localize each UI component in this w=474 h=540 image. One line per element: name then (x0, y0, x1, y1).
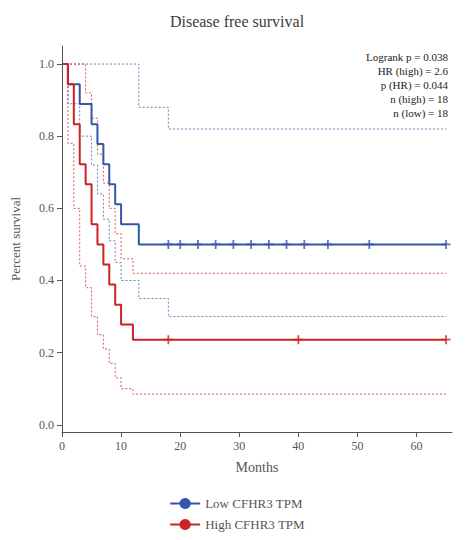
svg-text:Logrank p = 0.038: Logrank p = 0.038 (366, 51, 448, 63)
svg-text:20: 20 (174, 439, 186, 453)
svg-text:0.8: 0.8 (39, 129, 54, 143)
svg-text:50: 50 (351, 439, 363, 453)
svg-text:0.2: 0.2 (39, 346, 54, 360)
svg-text:0.4: 0.4 (39, 273, 54, 287)
svg-text:Percent survival: Percent survival (8, 197, 23, 282)
svg-text:1.0: 1.0 (39, 57, 54, 71)
svg-text:p (HR) = 0.044: p (HR) = 0.044 (381, 79, 449, 92)
svg-text:Disease free survival: Disease free survival (170, 13, 305, 30)
svg-text:0.6: 0.6 (39, 201, 54, 215)
svg-text:0: 0 (59, 439, 65, 453)
svg-text:30: 30 (233, 439, 245, 453)
svg-text:60: 60 (411, 439, 423, 453)
svg-text:0.0: 0.0 (39, 418, 54, 432)
svg-text:Months: Months (236, 460, 279, 475)
svg-text:10: 10 (115, 439, 127, 453)
svg-text:40: 40 (292, 439, 304, 453)
svg-text:n (low) = 18: n (low) = 18 (393, 107, 448, 120)
svg-text:Low CFHR3 TPM: Low CFHR3 TPM (205, 496, 303, 511)
svg-text:HR (high) = 2.6: HR (high) = 2.6 (378, 65, 449, 78)
svg-text:n (high) = 18: n (high) = 18 (390, 93, 448, 106)
svg-text:High CFHR3 TPM: High CFHR3 TPM (205, 517, 305, 532)
